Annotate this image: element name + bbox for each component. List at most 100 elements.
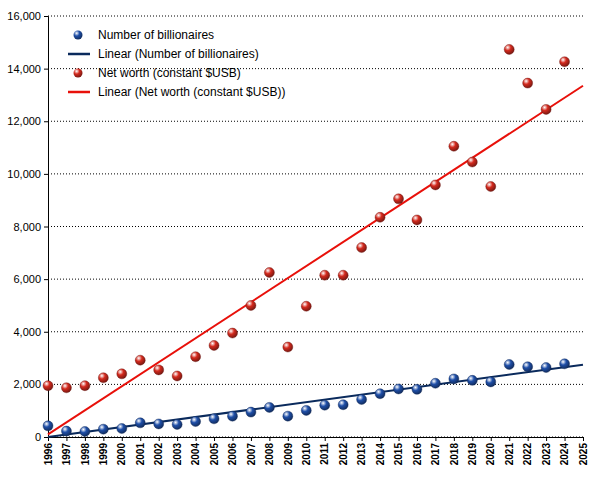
point — [412, 384, 422, 394]
point — [504, 360, 514, 370]
x-tick-label: 2019 — [467, 443, 478, 466]
point — [449, 374, 459, 384]
point — [430, 180, 440, 190]
x-tick-mark — [196, 437, 197, 441]
point — [467, 375, 477, 385]
point — [227, 328, 237, 338]
x-axis-line — [49, 438, 584, 442]
x-tick: 2001 — [135, 437, 146, 465]
x-tick-label: 2024 — [559, 443, 570, 466]
y-tick-label: 6,000 — [13, 273, 41, 285]
point — [541, 363, 551, 373]
y-tick-label: 2,000 — [13, 378, 41, 390]
x-tick-mark — [214, 437, 215, 441]
point — [264, 402, 274, 412]
point — [135, 355, 145, 365]
point — [283, 342, 293, 352]
legend-symbol — [68, 53, 90, 56]
x-tick: 1996 — [43, 437, 54, 465]
chart: 02,0004,0006,0008,00010,00012,00014,0001… — [0, 0, 605, 480]
trend-line — [48, 86, 583, 435]
point — [560, 57, 570, 67]
point — [375, 389, 385, 399]
x-tick: 2020 — [485, 437, 496, 465]
point — [135, 418, 145, 428]
x-tick: 2016 — [412, 437, 423, 465]
x-tick-mark — [417, 437, 418, 441]
x-tick-label: 2010 — [301, 443, 312, 466]
y-tick-mark — [44, 437, 48, 438]
point — [43, 421, 53, 431]
grid-line — [48, 279, 583, 280]
x-tick-label: 2023 — [541, 443, 552, 466]
x-tick-label: 2018 — [449, 443, 460, 466]
x-tick-mark — [140, 437, 141, 441]
x-tick-label: 2001 — [135, 443, 146, 466]
x-tick-label: 2007 — [246, 443, 257, 466]
x-tick: 2012 — [338, 437, 349, 465]
x-tick-mark — [343, 437, 344, 441]
plot-area: 02,0004,0006,0008,00010,00012,00014,0001… — [7, 10, 588, 465]
x-tick-mark — [288, 437, 289, 441]
legend-item: Linear (Net worth (constant $USB)) — [68, 85, 285, 99]
point — [504, 44, 514, 54]
x-tick-label: 2014 — [375, 443, 386, 466]
x-tick-label: 2005 — [209, 443, 220, 466]
x-tick: 2019 — [467, 437, 478, 465]
x-tick-label: 2000 — [116, 443, 127, 466]
point — [61, 426, 71, 436]
x-tick: 2009 — [283, 437, 294, 465]
x-tick-label: 2009 — [283, 443, 294, 466]
x-tick: 2017 — [430, 437, 441, 465]
point — [301, 405, 311, 415]
point — [172, 419, 182, 429]
point — [412, 215, 422, 225]
x-tick-label: 2021 — [504, 443, 515, 466]
x-tick-mark — [306, 437, 307, 441]
point — [320, 270, 330, 280]
x-tick: 2015 — [393, 437, 404, 465]
y-axis: 02,0004,0006,0008,00010,00012,00014,0001… — [7, 10, 48, 443]
x-tick: 2022 — [522, 437, 533, 465]
x-tick-mark — [565, 437, 566, 441]
x-tick: 2006 — [227, 437, 238, 465]
point — [172, 371, 182, 381]
point — [154, 365, 164, 375]
x-tick: 2004 — [190, 437, 201, 465]
x-tick-label: 2012 — [338, 443, 349, 466]
point — [357, 394, 367, 404]
y-tick: 6,000 — [13, 273, 48, 285]
legend-label: Net worth (constant $USB) — [98, 66, 241, 80]
x-tick: 2013 — [356, 437, 367, 465]
y-tick: 4,000 — [13, 326, 48, 338]
y-tick-mark — [44, 69, 48, 70]
point — [61, 383, 71, 393]
x-tick-label: 1998 — [80, 443, 91, 466]
point — [486, 377, 496, 387]
x-tick: 1998 — [80, 437, 91, 465]
x-tick: 1999 — [98, 437, 109, 465]
y-tick-label: 4,000 — [13, 326, 41, 338]
x-tick: 2025 — [578, 437, 589, 465]
x-tick: 2007 — [246, 437, 257, 465]
x-tick-label: 2020 — [485, 443, 496, 466]
x-tick: 2011 — [319, 437, 330, 465]
x-tick: 2000 — [116, 437, 127, 465]
x-tick-label: 2013 — [356, 443, 367, 466]
point — [209, 340, 219, 350]
x-tick-label: 2017 — [430, 443, 441, 466]
y-tick-label: 14,000 — [7, 63, 41, 75]
x-tick: 2024 — [559, 437, 570, 465]
legend-symbol — [74, 69, 83, 78]
trend-line — [48, 365, 583, 437]
point — [117, 369, 127, 379]
x-tick-mark — [103, 437, 104, 441]
y-tick-label: 16,000 — [7, 10, 41, 22]
legend-label: Linear (Number of billionaires) — [98, 47, 259, 61]
y-axis-line — [44, 17, 49, 438]
x-tick-label: 2004 — [190, 443, 201, 466]
point — [80, 381, 90, 391]
x-tick-mark — [491, 437, 492, 441]
point — [338, 270, 348, 280]
point — [486, 182, 496, 192]
